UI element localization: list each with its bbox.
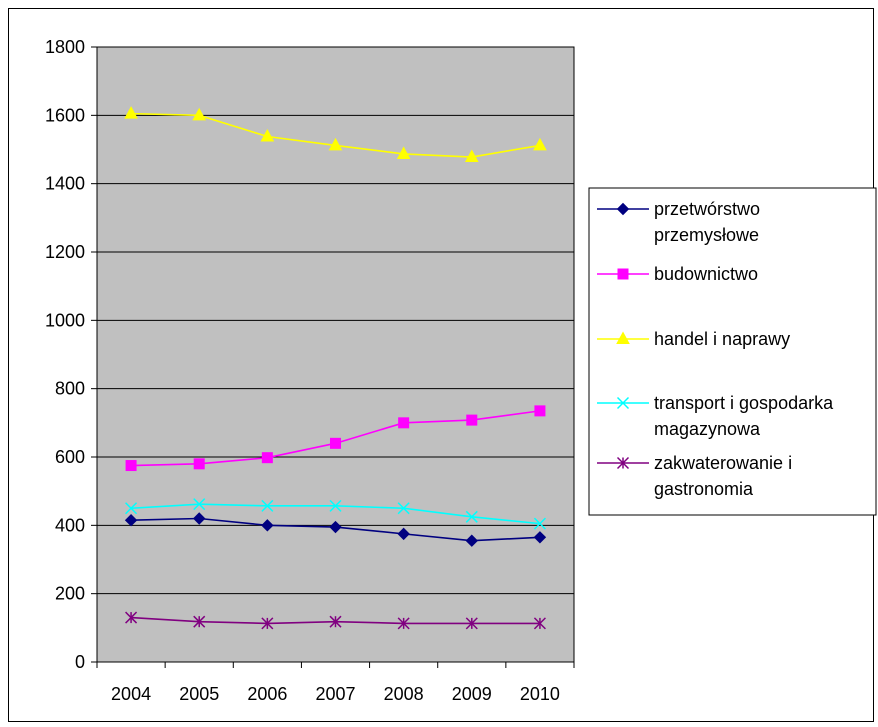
data-point <box>125 460 137 472</box>
x-tick-label: 2009 <box>452 684 492 704</box>
legend-marker <box>616 396 630 410</box>
data-point <box>330 437 341 449</box>
legend-label: handel i naprawy <box>654 329 790 349</box>
legend-marker <box>616 202 630 216</box>
data-point <box>533 617 546 630</box>
data-point <box>193 512 206 525</box>
data-point <box>329 615 342 628</box>
y-tick-label: 800 <box>55 379 85 399</box>
y-tick-label: 0 <box>75 652 85 672</box>
x-tick-label: 2004 <box>111 684 151 704</box>
x-tick-label: 2007 <box>315 684 355 704</box>
data-point <box>534 405 546 417</box>
data-point <box>125 611 138 624</box>
legend-label: transport i gospodarka <box>654 393 834 413</box>
axes: 0 200 400 600 800 1000 1200 1400 1600 1800 2004 200… <box>45 37 575 704</box>
legend-entry: przetwórstwo przemysłowe <box>597 199 760 245</box>
legend-marker <box>617 268 629 280</box>
legend-label: budownictwo <box>654 264 758 284</box>
data-point <box>397 617 410 630</box>
data-point <box>464 149 479 163</box>
data-point <box>533 137 547 151</box>
legend-marker <box>616 456 630 470</box>
data-point <box>261 499 274 512</box>
legend-label: zakwaterowanie i <box>654 453 792 473</box>
legend-label: magazynowa <box>654 419 761 439</box>
y-tick-label: 1600 <box>45 105 85 125</box>
data-point <box>329 499 342 512</box>
series-4 <box>125 611 546 630</box>
data-point <box>329 520 342 534</box>
y-tick-label: 600 <box>55 447 85 467</box>
y-tick-label: 400 <box>55 515 85 535</box>
legend: przetwórstwo przemysłowe budownictwo handel… <box>588 187 877 516</box>
series-lines <box>124 106 547 630</box>
data-point <box>261 452 273 464</box>
x-tick-label: 2006 <box>247 684 287 704</box>
legend-box <box>588 187 877 516</box>
data-point <box>465 510 478 523</box>
data-point <box>192 107 207 121</box>
legend-label: przemysłowe <box>654 225 759 245</box>
data-point <box>124 514 138 527</box>
x-tick-label: 2005 <box>179 684 219 704</box>
x-tick-label: 2008 <box>384 684 424 704</box>
legend-entry: transport i gospodarka magazynowa <box>597 393 834 439</box>
y-tick-label: 1000 <box>45 310 85 330</box>
plot-border <box>96 46 575 663</box>
legend-entry: handel i naprawy <box>597 329 790 349</box>
data-point <box>328 137 343 151</box>
legend-entry: zakwaterowanie i gastronomia <box>597 453 792 499</box>
data-point <box>396 146 411 159</box>
data-point <box>466 414 478 426</box>
legend-label: gastronomia <box>654 479 754 499</box>
data-point <box>193 458 205 470</box>
y-tick-label: 1200 <box>45 242 85 262</box>
data-point <box>465 617 478 630</box>
data-point <box>193 615 206 628</box>
x-tick-label: 2010 <box>520 684 560 704</box>
data-point <box>261 519 274 532</box>
data-point <box>465 534 478 547</box>
series-2 <box>124 106 547 163</box>
legend-label: przetwórstwo <box>654 199 760 219</box>
data-point <box>261 617 274 630</box>
y-tick-label: 1800 <box>45 37 85 57</box>
legend-entry: budownictwo <box>597 264 758 284</box>
series-3 <box>125 498 546 530</box>
gridlines <box>97 46 574 595</box>
legend-marker <box>616 331 630 344</box>
data-point <box>398 417 410 429</box>
data-point <box>533 531 547 544</box>
data-point <box>260 128 275 142</box>
data-point <box>125 502 138 515</box>
y-tick-label: 200 <box>55 584 85 604</box>
series-0 <box>124 512 547 547</box>
y-tick-label: 1400 <box>45 174 85 194</box>
data-point <box>397 527 410 541</box>
series-1 <box>125 405 546 472</box>
data-point <box>193 498 206 511</box>
data-point <box>533 517 546 530</box>
data-point <box>124 106 138 119</box>
data-point <box>397 502 410 515</box>
